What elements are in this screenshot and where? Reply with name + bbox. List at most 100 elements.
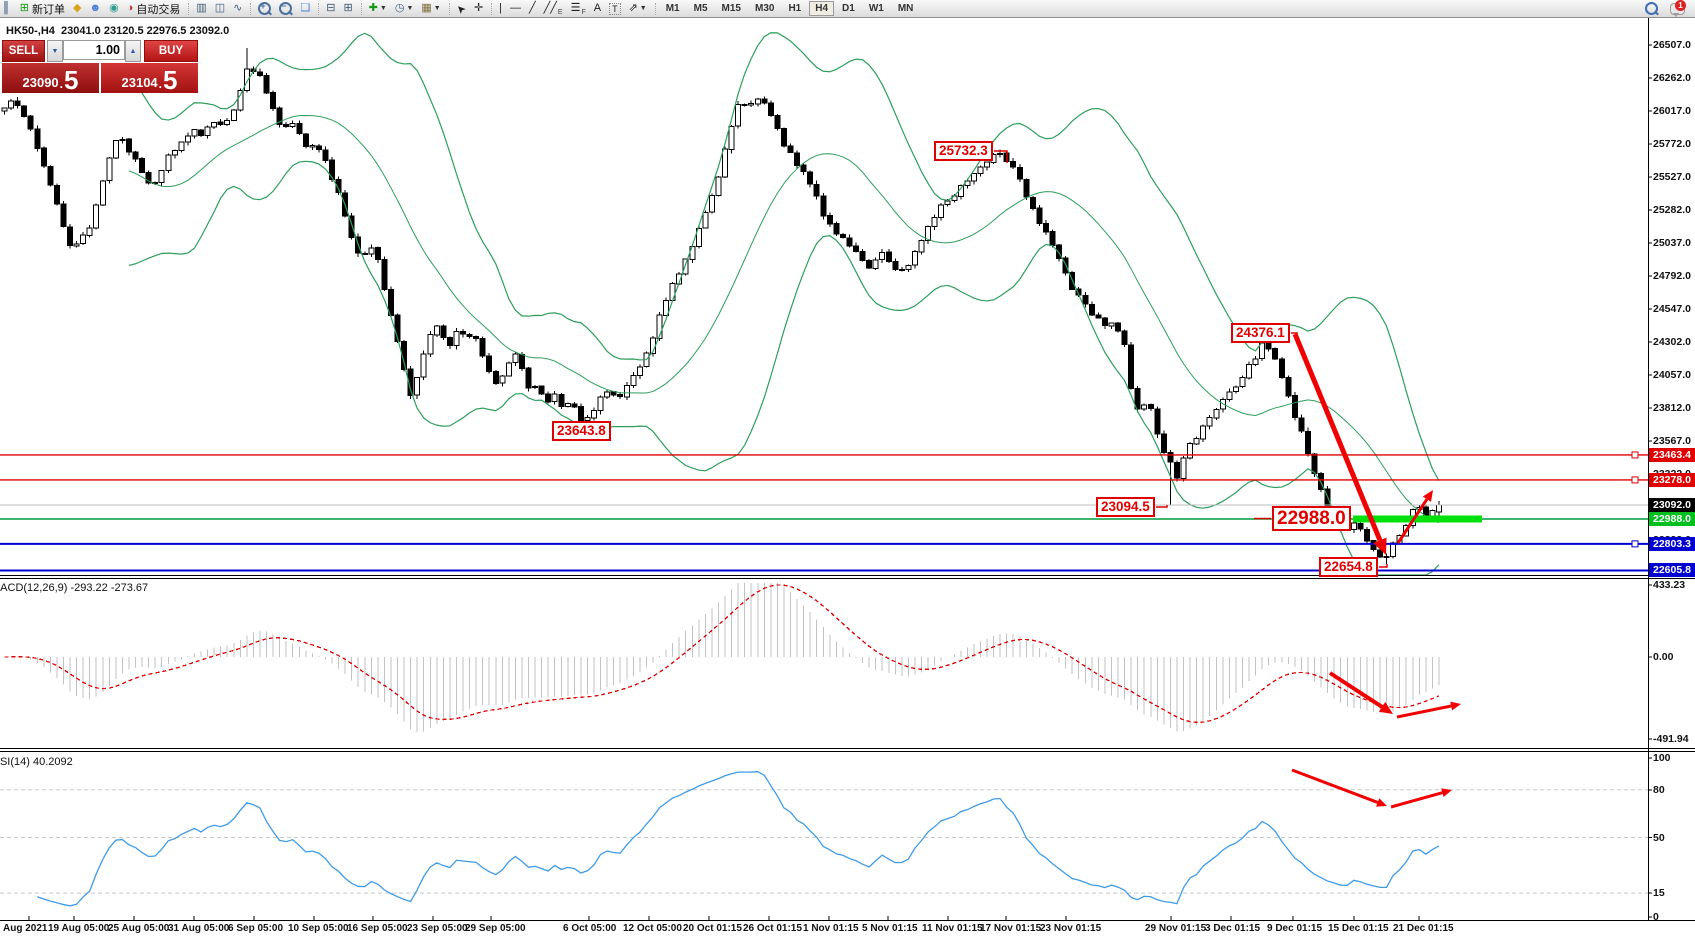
volume-down-button[interactable]: ▼: [47, 40, 63, 62]
time-axis-label: 1 Nov 01:15: [803, 923, 859, 934]
text-button[interactable]: A: [591, 1, 604, 16]
indicator-window-button[interactable]: ⊟: [323, 1, 338, 16]
chat-icon[interactable]: 1: [1670, 0, 1686, 17]
autotrading-icon: ◑: [126, 2, 134, 14]
buy-button[interactable]: BUY: [144, 40, 198, 62]
fibonacci-button[interactable]: ☰ F: [568, 1, 589, 17]
templates-button[interactable]: ▦ ▼: [418, 1, 443, 16]
rsi-axis-label: 15: [1653, 887, 1665, 900]
timeframe-m15[interactable]: M15: [721, 3, 741, 14]
zoom-in-button[interactable]: [255, 1, 274, 16]
bollinger-bands: [128, 32, 1440, 576]
new-order-button[interactable]: ⊞ 新订单: [17, 1, 68, 16]
toolbar-right-group: 1: [1645, 0, 1695, 17]
clipped-icon[interactable]: ▌: [1, 1, 15, 16]
indicators-button[interactable]: ✚ ▼: [366, 1, 390, 16]
price-callout[interactable]: 25732.3: [934, 141, 993, 161]
periods-button[interactable]: ◷ ▼: [392, 1, 417, 16]
toolbar-buttons: ▌⊞新订单◆☻◉◑自动交易▥◫∿❏⊟⊞✚▼◷▼▦▼➤✛|—╱╱╱E☰FAT⇗▼: [0, 0, 659, 17]
chevron-down-icon: ▼: [433, 5, 441, 12]
add-indicator-window-button[interactable]: ⊞: [340, 1, 355, 16]
price-badge: 22605.8: [1649, 563, 1695, 578]
candles-chart-icon: ◫: [214, 2, 226, 14]
timeframe-m1[interactable]: M1: [665, 3, 680, 14]
autotrading-button[interactable]: ◑ 自动交易: [124, 1, 184, 16]
time-axis-label: 11 Nov 01:15: [922, 923, 983, 934]
search-icon[interactable]: [1645, 2, 1658, 15]
indicators-icon: ✚: [368, 2, 378, 14]
zoom-in-button-icon: [258, 1, 272, 15]
trendline-button[interactable]: ╱: [526, 1, 539, 16]
timeframe-d1[interactable]: D1: [842, 3, 855, 14]
label-button[interactable]: T: [606, 1, 624, 16]
hline-button[interactable]: —: [507, 1, 524, 16]
toolbar-separator: [445, 2, 450, 15]
timeframe-mn[interactable]: MN: [897, 3, 914, 14]
hline-icon: —: [510, 2, 522, 14]
time-axis-label: 29 Sep 05:00: [465, 923, 526, 934]
timeframe-w1[interactable]: W1: [868, 3, 884, 14]
price-axis-label: 26262.0: [1653, 72, 1691, 84]
bars-chart-button[interactable]: ▥: [193, 1, 209, 16]
price-callout[interactable]: 22654.8: [1319, 557, 1378, 577]
sell-price-display[interactable]: 23090. 5: [2, 63, 99, 93]
price-callout[interactable]: 24376.1: [1231, 323, 1290, 343]
timeframe-m5[interactable]: M5: [693, 3, 708, 14]
datacenter-icon[interactable]: ◉: [106, 1, 122, 16]
notification-badge: 1: [1675, 0, 1686, 11]
time-axis-label: 20 Oct 01:15: [683, 923, 742, 934]
shapes-button[interactable]: ⇗ ▼: [626, 1, 650, 16]
cursor-button[interactable]: ➤: [453, 1, 469, 16]
buy-price-display[interactable]: 23104. 5: [101, 63, 198, 93]
time-axis-label: 6 Sep 05:00: [228, 923, 284, 934]
price-callout[interactable]: 23094.5: [1096, 497, 1155, 517]
price-axis-label: 24302.0: [1653, 336, 1691, 348]
price-callout[interactable]: 23643.8: [552, 421, 611, 441]
rsi-axis-label: 0: [1653, 911, 1659, 923]
tile-windows-button[interactable]: ❏: [297, 1, 313, 16]
trend-arrows[interactable]: [1291, 333, 1461, 809]
price-axis-label: 25037.0: [1653, 237, 1691, 249]
timeframe-h1[interactable]: H1: [788, 3, 802, 14]
pane-frames: [0, 17, 1695, 922]
time-axis-label: 5 Nov 01:15: [862, 923, 918, 934]
autotrading-button-label: 自动交易: [136, 3, 181, 16]
chart-wizard-icon[interactable]: ◆: [70, 1, 84, 16]
vline-button[interactable]: |: [496, 1, 505, 16]
rsi-axis-label: 50: [1653, 831, 1665, 844]
price-axis-label: 26017.0: [1653, 105, 1691, 117]
macd-axis-label: -491.94: [1653, 732, 1689, 745]
price-badge: 22988.0: [1649, 511, 1695, 526]
macd-signal-line: [4, 584, 1440, 724]
timeframe-h4[interactable]: H4: [809, 1, 835, 16]
candles-chart-button[interactable]: ◫: [212, 1, 228, 16]
timeframe-m30[interactable]: M30: [754, 3, 775, 14]
channel-button[interactable]: ╱╱ E: [541, 1, 566, 17]
new-order-button-label: 新订单: [32, 3, 66, 16]
sell-button[interactable]: SELL: [2, 40, 45, 62]
chevron-down-icon: ▼: [406, 5, 414, 12]
line-chart-icon: ∿: [233, 2, 243, 14]
time-axis-label: 26 Oct 01:15: [743, 923, 802, 934]
price-callout[interactable]: 22988.0: [1272, 506, 1351, 531]
price-axis-label: 23812.0: [1653, 402, 1691, 414]
price-axis-label: 23567.0: [1653, 435, 1691, 447]
horizontal-level-lines[interactable]: [0, 451, 1648, 572]
bars-chart-icon: ▥: [196, 2, 207, 14]
price-axis-label: 24057.0: [1653, 369, 1691, 381]
crosshair-button[interactable]: ✛: [471, 1, 486, 16]
time-axis-label: 6 Oct 05:00: [563, 923, 617, 934]
time-axis-label: 3 Dec 01:15: [1205, 923, 1261, 934]
time-axis-label: 31 Aug 05:00: [168, 923, 230, 934]
line-chart-button[interactable]: ∿: [230, 1, 245, 16]
zoom-out-button[interactable]: [276, 1, 295, 16]
volume-input[interactable]: [63, 40, 125, 60]
time-axis-label: Aug 2021: [3, 923, 48, 934]
profile-icon[interactable]: ☻: [86, 1, 104, 16]
volume-up-button[interactable]: ▲: [125, 40, 141, 62]
green-support-bar[interactable]: [1353, 515, 1482, 523]
price-badge: 22803.3: [1649, 536, 1695, 551]
label-icon: T: [609, 2, 621, 15]
